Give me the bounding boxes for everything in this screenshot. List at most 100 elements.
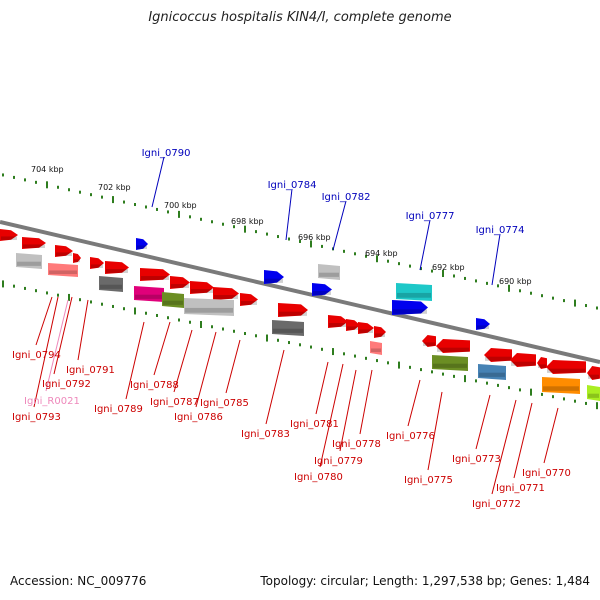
minor-tick xyxy=(475,279,477,283)
gene-label: Igni_0788 xyxy=(130,380,179,391)
gene-igni-0773 xyxy=(484,348,512,362)
gene-label: Igni_0782 xyxy=(322,192,371,203)
gene-shade xyxy=(485,356,511,361)
scale-label: 704 kbp xyxy=(31,165,64,174)
gene-body xyxy=(537,357,547,369)
minor-tick xyxy=(189,320,191,324)
gene-olive-2 xyxy=(432,355,468,371)
minor-tick xyxy=(189,215,191,219)
gene-shade xyxy=(1,236,17,241)
minor-tick xyxy=(464,276,466,280)
gene-label: Igni_0791 xyxy=(66,365,115,376)
gene-features xyxy=(0,229,600,401)
leader-line xyxy=(427,391,443,471)
gene-igni-0785 xyxy=(213,287,239,300)
leader-line xyxy=(491,233,501,286)
minor-tick xyxy=(277,338,279,342)
gene-igni-0776 xyxy=(392,300,428,315)
gene-shade xyxy=(375,333,385,338)
minor-tick xyxy=(453,274,455,278)
minor-tick xyxy=(178,318,180,322)
major-tick xyxy=(464,375,466,383)
gene-body xyxy=(358,322,374,334)
gene-shade xyxy=(437,347,469,352)
gene-body xyxy=(22,237,46,249)
leader-line xyxy=(339,369,357,452)
gene-shade xyxy=(511,361,535,366)
gene-shade xyxy=(137,245,147,250)
leader-line xyxy=(475,394,491,450)
gene-igni-0790 xyxy=(136,238,148,250)
gene-shade xyxy=(371,348,381,353)
minor-tick xyxy=(442,372,444,376)
minor-tick xyxy=(211,220,213,224)
minor-tick xyxy=(299,239,301,243)
minor-tick xyxy=(365,356,367,360)
leader-line xyxy=(125,321,145,400)
minor-tick xyxy=(376,359,378,363)
gene-shade xyxy=(347,326,359,331)
gene-body xyxy=(16,253,42,269)
minor-tick xyxy=(508,386,510,390)
minor-tick xyxy=(68,188,70,192)
major-tick xyxy=(266,334,268,342)
minor-tick xyxy=(519,388,521,392)
major-tick xyxy=(398,361,400,369)
gene-shade xyxy=(141,276,169,280)
leader-line xyxy=(319,363,344,468)
gene-igni-0793 xyxy=(22,237,46,249)
accession-text: Accession: NC_009776 xyxy=(10,574,147,588)
gene-body xyxy=(346,319,360,331)
major-tick xyxy=(596,402,598,410)
minor-tick xyxy=(112,304,114,308)
gene-shade xyxy=(74,259,80,263)
gene-body xyxy=(55,245,73,257)
minor-tick xyxy=(101,302,103,306)
gene-label: Igni_0793 xyxy=(12,412,61,423)
minor-tick xyxy=(79,298,81,302)
gene-label: Igni_0790 xyxy=(142,148,191,159)
gene-label: Igni_0781 xyxy=(290,419,339,430)
gene-body xyxy=(272,320,304,336)
gene-body xyxy=(134,286,164,302)
minor-tick xyxy=(90,193,92,197)
leader-line xyxy=(543,407,559,464)
leader-line xyxy=(332,200,347,251)
gene-shade xyxy=(588,374,599,379)
minor-tick xyxy=(255,230,257,234)
minor-tick xyxy=(299,343,301,347)
minor-tick xyxy=(530,291,532,295)
minor-tick xyxy=(123,200,125,204)
scale-label: 700 kbp xyxy=(164,201,197,210)
minor-tick xyxy=(387,361,389,365)
minor-tick xyxy=(343,352,345,356)
leader-line xyxy=(77,299,89,361)
gene-body xyxy=(587,366,600,380)
gene-shade xyxy=(477,325,489,330)
gene-shade xyxy=(397,292,431,298)
leader-line xyxy=(265,349,285,425)
gene-lime xyxy=(587,385,600,401)
gene-body xyxy=(422,335,436,347)
minor-tick xyxy=(145,311,147,315)
outer-scale-ticks xyxy=(2,173,598,310)
gene-body xyxy=(478,364,506,380)
major-tick xyxy=(68,293,70,301)
minor-tick xyxy=(13,175,15,179)
minor-tick xyxy=(365,254,367,258)
minor-tick xyxy=(541,294,543,298)
leader-line xyxy=(195,331,217,408)
gene-shade xyxy=(538,364,546,369)
minor-tick xyxy=(266,232,268,236)
gene-dark xyxy=(99,276,123,292)
minor-tick xyxy=(431,370,433,374)
gene-igni-0794 xyxy=(0,229,18,241)
leader-line xyxy=(419,219,431,271)
gene-shade xyxy=(241,301,257,305)
gene-shade xyxy=(479,372,505,377)
gene-shade xyxy=(49,270,77,275)
minor-tick xyxy=(167,210,169,214)
minor-tick xyxy=(57,185,59,189)
gene-igni-r0021 xyxy=(48,263,78,277)
gene-igni-0787 xyxy=(170,276,190,289)
